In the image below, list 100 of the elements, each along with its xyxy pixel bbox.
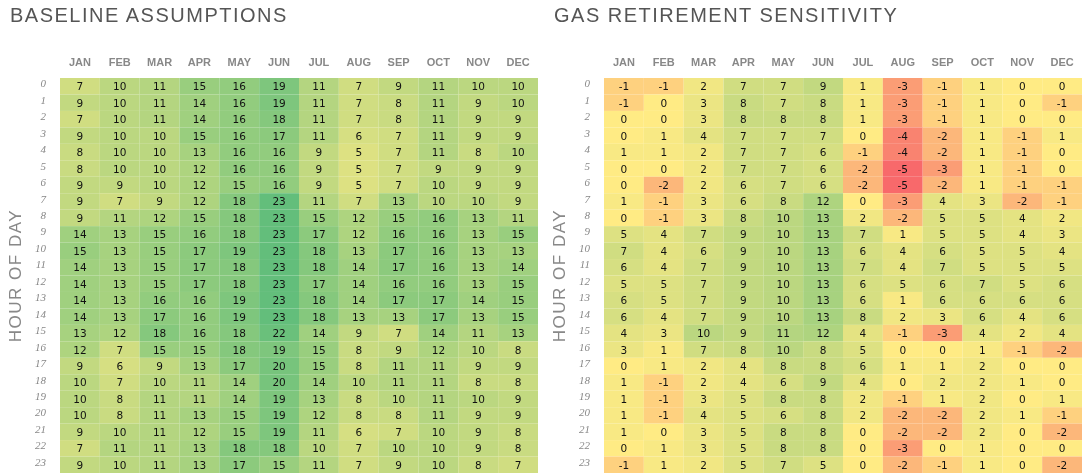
data-label: -2 (857, 178, 869, 191)
data-label: 0 (620, 360, 628, 373)
y-tick-label: 17 (579, 357, 591, 370)
data-label: 6 (819, 178, 827, 191)
data-label: -1 (897, 327, 908, 340)
data-label: 0 (859, 425, 867, 438)
data-label: 1 (979, 129, 986, 142)
data-label: 10 (113, 129, 127, 142)
data-label: 1 (939, 392, 946, 405)
data-label: -1 (618, 80, 630, 93)
data-label: -1 (857, 146, 869, 159)
data-label: 1 (979, 442, 986, 455)
data-label: -2 (658, 178, 669, 191)
data-label: 12 (192, 178, 207, 191)
y-tick-label: 0 (40, 77, 47, 90)
data-label: 4 (660, 244, 668, 257)
data-label: 2 (700, 178, 707, 191)
y-tick-label: 12 (35, 274, 47, 287)
y-tick-label: 15 (35, 324, 47, 337)
data-label: 0 (1058, 162, 1066, 175)
data-label: 12 (352, 211, 366, 224)
data-label: 16 (232, 96, 247, 109)
y-tick-label: 7 (584, 192, 591, 205)
data-label: 7 (76, 442, 84, 455)
data-label: 1 (620, 392, 628, 405)
data-label: 2 (700, 146, 707, 159)
data-label: 8 (514, 343, 522, 356)
data-label: 2 (1018, 327, 1026, 340)
data-label: 5 (740, 392, 747, 405)
data-label: 12 (113, 327, 127, 340)
data-label: 18 (312, 294, 326, 307)
data-label: 19 (272, 409, 286, 422)
data-label: 4 (740, 376, 748, 389)
data-label: -2 (897, 211, 908, 224)
data-label: 1 (620, 376, 628, 389)
y-tick-label: 11 (579, 258, 590, 271)
data-label: 18 (232, 228, 246, 241)
data-label: 14 (73, 277, 87, 290)
y-tick-label: 4 (584, 143, 591, 156)
data-label: 1 (1018, 409, 1026, 422)
data-label: 8 (819, 425, 827, 438)
data-label: 4 (979, 327, 987, 340)
data-label: 9 (76, 195, 84, 208)
data-label: 14 (312, 376, 326, 389)
data-label: 5 (740, 458, 747, 471)
y-tick-label: 8 (584, 209, 591, 221)
data-label: 14 (511, 261, 526, 274)
data-label: 18 (232, 343, 246, 356)
data-label: 6 (116, 360, 124, 373)
data-label: 4 (1058, 244, 1066, 257)
data-label: 10 (696, 327, 711, 340)
data-label: 9 (156, 195, 163, 208)
data-label: 10 (431, 442, 446, 455)
data-label: 9 (474, 113, 482, 126)
x-tick-label: MAY (227, 56, 252, 68)
data-label: 9 (355, 327, 363, 340)
data-label: 10 (113, 458, 127, 471)
data-label: 10 (73, 376, 87, 389)
y-tick-label: 8 (40, 209, 47, 221)
data-label: 9 (514, 162, 522, 175)
data-label: 13 (471, 228, 485, 241)
data-label: 12 (816, 327, 830, 340)
data-label: 10 (352, 376, 366, 389)
data-label: 15 (312, 343, 326, 356)
data-label: 23 (272, 277, 286, 290)
data-label: 6 (939, 277, 947, 290)
data-label: 0 (859, 442, 867, 455)
data-label: 2 (859, 211, 867, 224)
y-tick-label: 20 (579, 406, 591, 419)
data-label: 7 (116, 343, 124, 356)
data-label: 7 (700, 277, 707, 290)
data-label: 11 (152, 113, 167, 126)
data-label: -4 (897, 129, 909, 142)
data-label: 2 (939, 376, 946, 389)
data-label: 0 (1058, 146, 1066, 159)
data-label: 8 (76, 146, 84, 159)
data-label: -1 (658, 409, 669, 422)
data-label: -1 (658, 211, 669, 224)
data-label: 10 (391, 442, 406, 455)
data-label: 10 (73, 409, 87, 422)
y-tick-label: 14 (579, 307, 591, 320)
data-label: 9 (514, 409, 522, 422)
data-label: 8 (819, 96, 827, 109)
data-label: 14 (73, 261, 87, 274)
data-label: 10 (776, 261, 790, 274)
data-label: 9 (740, 244, 747, 257)
data-label: 7 (514, 458, 522, 471)
data-label: 10 (152, 376, 167, 389)
y-tick-label: 18 (35, 373, 47, 386)
data-label: 1 (660, 129, 668, 142)
y-tick-label: 3 (39, 126, 47, 139)
data-label: 1 (859, 80, 867, 93)
y-tick-label: 7 (40, 192, 47, 205)
data-label: 23 (272, 294, 286, 307)
data-label: 7 (779, 458, 787, 471)
data-label: 2 (979, 360, 986, 373)
data-label: 13 (192, 360, 207, 373)
data-label: 11 (431, 409, 446, 422)
data-label: 8 (395, 113, 402, 126)
data-label: 9 (156, 360, 163, 373)
